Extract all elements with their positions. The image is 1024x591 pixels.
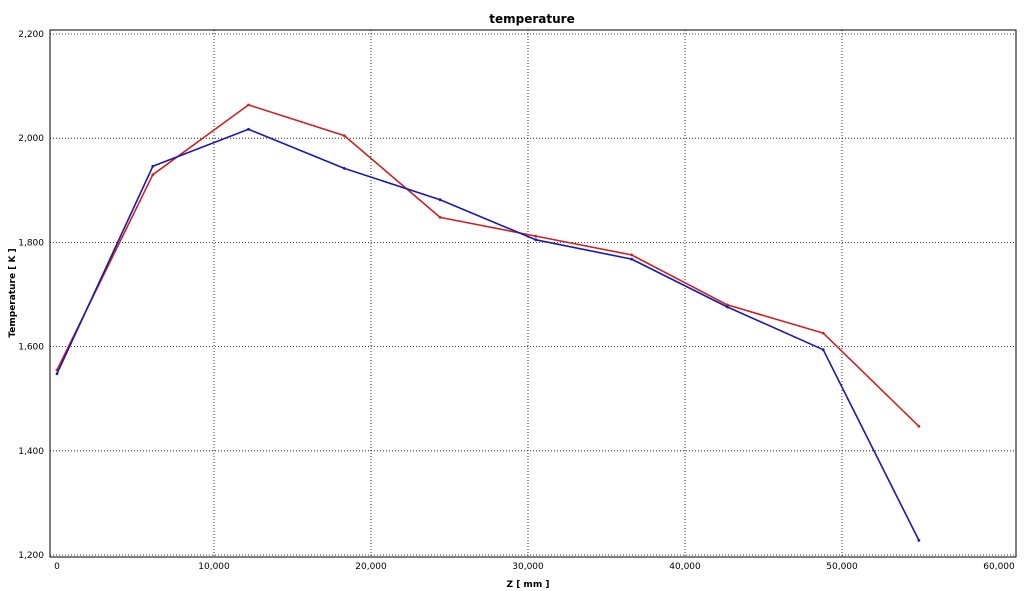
series-1-point	[821, 331, 825, 335]
series-2-point	[917, 539, 921, 542]
series-2-point	[438, 198, 442, 202]
series-1-point	[342, 134, 346, 138]
series-line-1	[56, 104, 920, 427]
plot-frame	[49, 29, 1017, 558]
y-tick-label: 2,200	[18, 30, 44, 40]
series-1-point	[438, 216, 442, 219]
series-1-point	[630, 253, 633, 257]
series-2-point	[151, 164, 155, 168]
y-tick-label: 1,200	[18, 551, 44, 561]
x-tick-label: 10,000	[198, 562, 230, 572]
y-tick-label: 1,400	[18, 447, 44, 457]
series-2-point	[342, 167, 346, 170]
x-tick-label: 20,000	[355, 562, 387, 572]
series-1-point	[151, 173, 155, 177]
series-2-point	[726, 305, 729, 309]
series-2-point	[247, 127, 250, 131]
series-2-point	[534, 238, 538, 242]
x-tick-label: 50,000	[826, 562, 858, 572]
series-1-point	[726, 303, 729, 307]
y-axis-label: Temperature [ K ]	[8, 248, 18, 337]
series-1-point	[917, 424, 921, 428]
x-axis-label: Z [ mm ]	[507, 580, 550, 590]
x-tick-label: 30,000	[512, 562, 544, 572]
series-2-point	[821, 348, 825, 352]
series-1-point	[534, 234, 538, 238]
grid-layer	[50, 30, 1016, 557]
series-layer	[55, 103, 921, 542]
series-line-2	[56, 128, 920, 541]
x-tick-label: 60,000	[983, 562, 1015, 572]
y-tick-label: 2,000	[18, 134, 44, 144]
y-tick-labels: 1,200 1,400 1,600 1,800 2,000 2,200	[18, 30, 44, 561]
chart-title: temperature	[489, 12, 574, 26]
x-tick-label: 40,000	[669, 562, 701, 572]
x-tick-labels: 0 10,000 20,000 30,000 40,000 50,000 60,000	[54, 562, 1015, 572]
y-tick-label: 1,600	[18, 343, 44, 353]
y-tick-label: 1,800	[18, 238, 44, 248]
series-2-point	[55, 372, 59, 376]
x-tick-label: 0	[54, 562, 60, 572]
series-2-point	[630, 257, 633, 261]
series-1-point	[247, 103, 250, 107]
